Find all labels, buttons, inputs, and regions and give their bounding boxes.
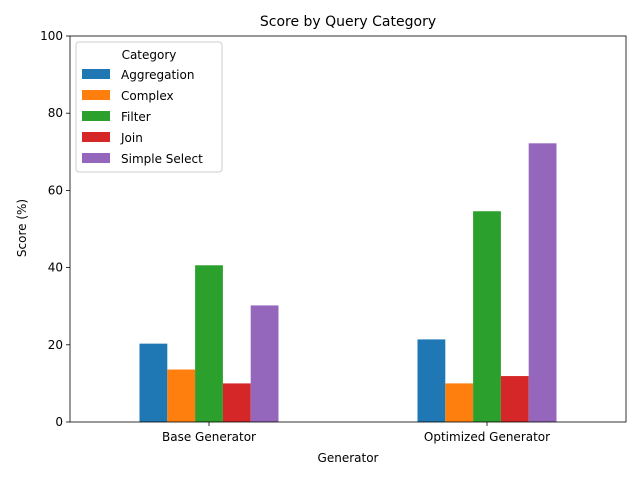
legend-swatch xyxy=(82,111,110,121)
bar xyxy=(473,211,501,422)
chart-title: Score by Query Category xyxy=(260,14,436,30)
bar xyxy=(222,383,251,422)
y-tick-label: 0 xyxy=(55,415,63,429)
legend-entry: Join xyxy=(120,131,143,145)
legend-title: Category xyxy=(122,48,177,62)
legend: Category Aggregation Complex Filter Join Sim… xyxy=(75,41,223,173)
plot-area: Base Generator Optimized Generator 0 20 40 60… xyxy=(40,29,627,444)
bar xyxy=(500,376,529,422)
legend-swatch xyxy=(82,90,110,100)
y-tick-label: 20 xyxy=(48,338,63,352)
x-tick-label: Optimized Generator xyxy=(424,430,550,444)
bar xyxy=(167,369,196,422)
legend-entry: Complex xyxy=(121,89,174,103)
y-tick-label: 80 xyxy=(48,106,63,120)
x-tick-label: Base Generator xyxy=(162,430,256,444)
bar xyxy=(139,343,168,422)
legend-swatch xyxy=(82,153,110,163)
legend-entry: Aggregation xyxy=(121,68,194,82)
plot-frame xyxy=(69,35,627,423)
bar xyxy=(445,383,474,422)
x-axis-label: Generator xyxy=(318,451,379,465)
y-tick-label: 60 xyxy=(48,183,63,197)
bar xyxy=(250,305,279,422)
y-tick-label: 40 xyxy=(48,261,63,275)
legend-swatch xyxy=(82,69,110,79)
y-axis-label: Score (%) xyxy=(15,199,29,257)
bar xyxy=(195,265,223,422)
y-tick-label: 100 xyxy=(40,29,63,43)
legend-swatch xyxy=(82,132,110,142)
legend-entry: Filter xyxy=(121,110,151,124)
legend-frame xyxy=(75,41,223,173)
bar xyxy=(417,339,446,422)
legend-entry: Simple Select xyxy=(121,152,203,166)
bar xyxy=(528,143,557,422)
